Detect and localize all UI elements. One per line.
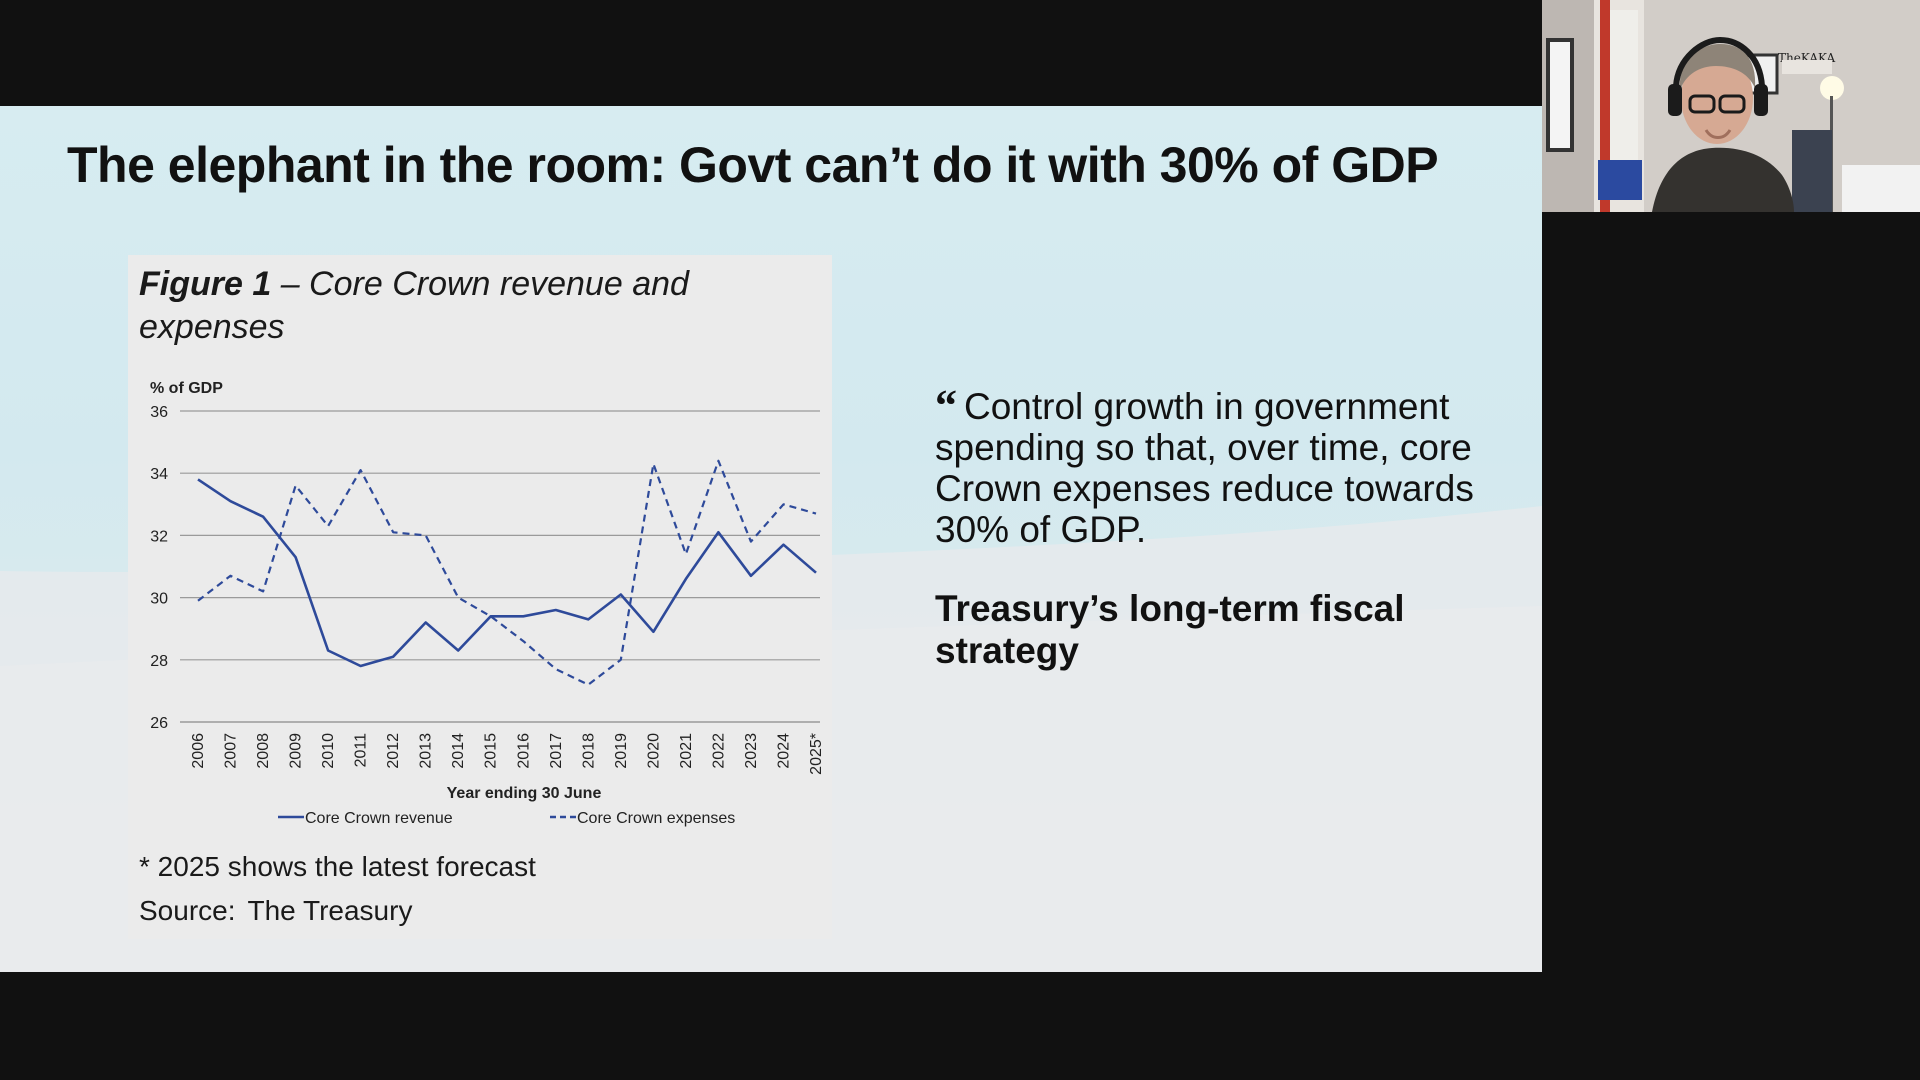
chart-x-tick-label: 2024	[775, 733, 792, 769]
quote-mark-icon: “	[935, 381, 957, 430]
chart-x-tick-label: 2007	[223, 733, 240, 769]
figure-caption: Figure 1 – Core Crown revenue and expens…	[139, 263, 779, 349]
source-value: The Treasury	[247, 895, 413, 926]
chart-x-tick-label: 2006	[190, 733, 207, 769]
line-chart: 26 28 30 32 34 36 2006 2007 2008 2009 2010 2011 201…	[150, 380, 825, 827]
chart-y-tick-label: 26	[150, 715, 168, 732]
series-line-revenue	[197, 478, 817, 668]
chart-x-tick-label: 2021	[678, 733, 695, 769]
slide-title: The elephant in the room: Govt can’t do …	[67, 137, 1439, 193]
legend-label: Core Crown revenue	[305, 810, 453, 827]
chart-x-tick-label: 2014	[450, 733, 467, 769]
chart-x-tick-label: 2018	[580, 733, 597, 769]
figure-caption-label: Figure 1	[139, 265, 272, 303]
chart-series	[197, 459, 817, 686]
chart-x-tick-label: 2009	[288, 733, 305, 769]
chart-y-ticks: 26 28 30 32 34 36	[150, 404, 168, 732]
legend-label: Core Crown expenses	[577, 810, 735, 827]
chart-legend: Core Crown revenue Core Crown expenses	[278, 810, 735, 827]
chart-y-tick-label: 28	[150, 653, 168, 670]
chart-y-axis-label: % of GDP	[150, 380, 223, 397]
chart-x-ticks: 2006 2007 2008 2009 2010 2011 2012 2013 2014 2015…	[190, 733, 825, 775]
chart-x-tick-label: 2019	[613, 733, 630, 769]
chart-x-tick-label: 2008	[255, 733, 272, 769]
webcam-feed: TheKAKA	[1542, 0, 1920, 212]
figure-caption-text: – Core Crown revenue and expenses	[139, 265, 689, 346]
chart-y-tick-label: 30	[150, 591, 168, 608]
chart-y-tick-label: 34	[150, 466, 168, 483]
chart-x-tick-label: 2023	[743, 733, 760, 769]
chart-x-tick-label: 2020	[645, 733, 662, 769]
source-label: Source:	[139, 895, 236, 926]
chart-x-tick-label: 2015	[483, 733, 500, 769]
figure-panel: Figure 1 – Core Crown revenue and expens…	[128, 255, 832, 939]
chart-y-tick-label: 36	[150, 404, 168, 421]
chart-y-tick-label: 32	[150, 528, 168, 545]
presentation-slide: The elephant in the room: Govt can’t do …	[0, 106, 1542, 972]
chart-x-tick-label: 2011	[353, 733, 370, 768]
figure-footnote: * 2025 shows the latest forecast	[139, 851, 536, 882]
chart-x-axis-label: Year ending 30 June	[447, 785, 602, 802]
chart-x-tick-label: 2012	[385, 733, 402, 769]
chart-x-tick-label: 2017	[548, 733, 565, 769]
chart-x-tick-label: 2022	[710, 733, 727, 769]
figure-source: Source: The Treasury	[139, 895, 412, 927]
chart-x-tick-label: 2010	[320, 733, 337, 769]
chart-gridlines	[180, 410, 820, 723]
chart-x-tick-label: 2025*	[808, 733, 825, 775]
chart-x-tick-label: 2013	[418, 733, 435, 769]
chart-x-tick-label: 2016	[515, 733, 532, 769]
quote-attribution: Treasury’s long-term fiscal strategy	[935, 588, 1405, 671]
series-line-expenses	[197, 459, 817, 686]
webcam-video-tile[interactable]: TheKAKA	[1542, 0, 1920, 212]
quote-text: Control growth in government spending so…	[935, 386, 1474, 550]
quote-block: “ Control growth in government spending …	[935, 381, 1495, 672]
